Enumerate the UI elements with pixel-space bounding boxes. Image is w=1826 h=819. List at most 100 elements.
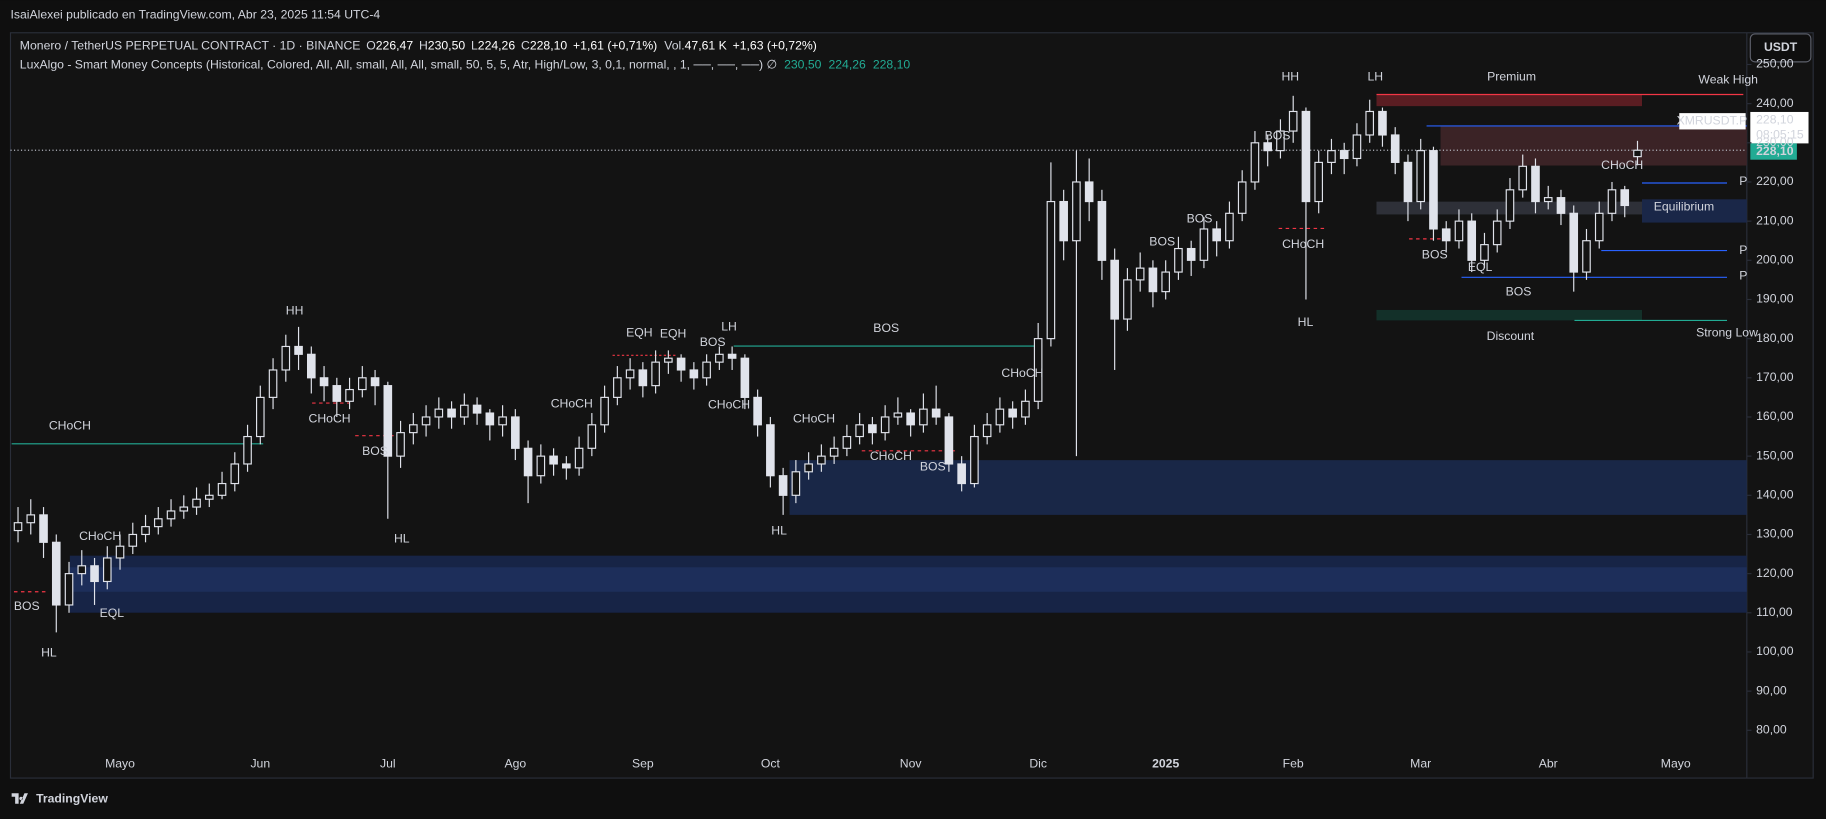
candle-body xyxy=(1594,212,1604,242)
candle-body xyxy=(281,345,291,371)
candle-body xyxy=(179,506,189,512)
candle-body xyxy=(829,447,839,457)
candle-body xyxy=(153,518,163,528)
candle-body xyxy=(664,357,673,363)
candle-body xyxy=(855,424,864,438)
candle-body xyxy=(447,408,456,418)
axis-price-box xyxy=(1750,143,1797,160)
candle-body xyxy=(485,412,495,426)
annotation: HH xyxy=(1281,69,1299,83)
candle-body xyxy=(345,388,354,402)
annotation: CHoCH xyxy=(1601,158,1643,172)
x-tick-label: Mayo xyxy=(1661,756,1691,770)
currency-label[interactable]: USDT xyxy=(1764,40,1798,54)
candle-body xyxy=(804,463,813,473)
candle-body xyxy=(141,526,150,536)
candle-body xyxy=(396,432,405,457)
annotation: BOS xyxy=(1149,235,1175,249)
annotation: BOS xyxy=(920,459,946,473)
annotation: CHoCH xyxy=(1282,237,1324,251)
legend-item: C xyxy=(521,39,530,53)
annotation: BOS xyxy=(1187,211,1213,225)
candle-body xyxy=(64,573,74,606)
y-tick-label: 160,00 xyxy=(1756,409,1794,423)
candle-body xyxy=(1084,181,1094,203)
supply-zone xyxy=(1440,125,1747,166)
annotation: CHoCH xyxy=(49,419,91,433)
annotations: HH HH LH LH EQH EQH CHoCH CHoCH BOS HL EQL CHoCH BOS… xyxy=(14,69,1758,659)
candle-body xyxy=(957,463,966,485)
legend-item: 230,50 xyxy=(784,58,822,72)
candle-body xyxy=(1110,259,1119,320)
annotation: CHoCH xyxy=(793,412,835,426)
legend-item: 224,26 xyxy=(828,58,866,72)
candle-body xyxy=(1174,247,1183,273)
candle-body xyxy=(1416,150,1426,203)
candle-body xyxy=(1225,212,1234,242)
candle-body xyxy=(255,396,265,438)
candle-body xyxy=(166,510,176,520)
countdown: 08:05:15 xyxy=(1756,127,1804,141)
candle-body xyxy=(880,416,890,434)
annotation: HL xyxy=(394,532,410,546)
legend-item: +1,63 (+0,72%) xyxy=(733,39,817,53)
candle-body xyxy=(740,357,750,398)
candle-body xyxy=(115,545,125,559)
annotation: CHoCH xyxy=(309,412,351,426)
candle-body xyxy=(409,424,418,434)
candle-body xyxy=(319,377,329,387)
annotation: BOS xyxy=(14,599,40,613)
legend-item: Monero / TetherUS PERPETUAL CONTRACT · 1… xyxy=(20,39,361,53)
structure-lines xyxy=(11,93,1747,593)
candle-body xyxy=(1250,142,1260,183)
candle-body xyxy=(13,522,23,532)
candle-body xyxy=(1467,220,1477,261)
annotation: BOS xyxy=(1422,247,1448,261)
candle-body xyxy=(77,565,87,575)
candle-body xyxy=(1633,149,1642,158)
x-tick-label: Nov xyxy=(900,756,923,770)
candle-body xyxy=(1543,197,1553,203)
annotation: P xyxy=(1739,243,1747,257)
annotation: CHoCH xyxy=(708,398,750,412)
discount-zone xyxy=(1376,309,1643,321)
candle-body xyxy=(370,377,380,387)
candle-body xyxy=(1607,189,1617,214)
candle-body xyxy=(192,498,201,508)
x-tick-label: 2025 xyxy=(1152,756,1179,770)
currency-button[interactable] xyxy=(1749,33,1812,63)
candle-body xyxy=(1480,244,1489,261)
legend-item: Vol. xyxy=(664,39,684,53)
premium-zone xyxy=(1376,94,1643,107)
candle-body xyxy=(1072,181,1081,242)
candle-body xyxy=(778,475,788,496)
candle-body xyxy=(1620,189,1630,207)
candle-body xyxy=(689,369,699,379)
candle-body xyxy=(944,416,954,465)
candle-body xyxy=(472,404,482,414)
x-tick-label: Mayo xyxy=(105,756,135,770)
candle-body xyxy=(613,377,622,398)
candle-body xyxy=(868,424,877,434)
candle-body xyxy=(842,435,852,449)
legend-line: Monero / TetherUS PERPETUAL CONTRACT · 1… xyxy=(20,39,817,53)
candle-body xyxy=(1199,228,1209,261)
candle-body xyxy=(1097,200,1107,261)
candle-body xyxy=(766,424,775,477)
annotation: BOS xyxy=(1506,285,1532,299)
candle-body xyxy=(1429,150,1438,230)
candle-body xyxy=(511,416,520,449)
candle-body xyxy=(1186,247,1196,261)
candle-body xyxy=(727,353,737,359)
candle-body xyxy=(383,385,393,457)
legend-item: 47,61 K xyxy=(685,39,728,53)
annotation: Discount xyxy=(1487,329,1535,343)
annotation: CHoCH xyxy=(870,449,912,463)
annotation: Weak High xyxy=(1698,73,1758,87)
y-tick-label: 250,00 xyxy=(1756,57,1794,71)
legend-item: 228,10 xyxy=(530,39,568,53)
legend-item: O xyxy=(366,39,376,53)
candle-body xyxy=(970,435,979,485)
legend-item: H xyxy=(419,39,428,53)
